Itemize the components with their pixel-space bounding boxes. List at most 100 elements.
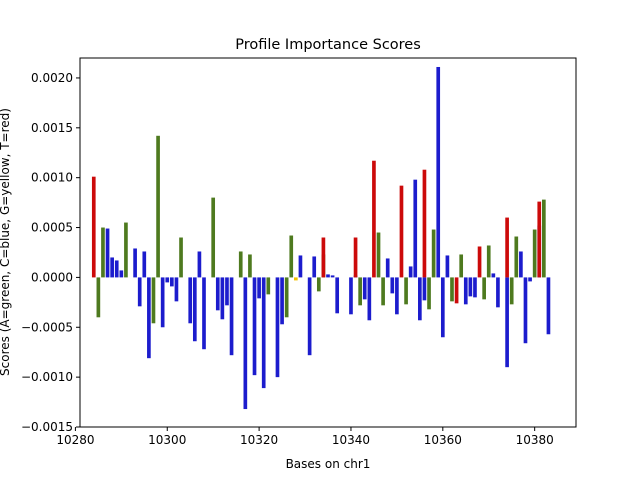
bar-C-10319 <box>252 277 257 376</box>
bar-C-10296 <box>147 277 151 359</box>
bar-C-10359 <box>436 66 441 278</box>
bar-A-10346 <box>376 232 381 278</box>
y-tick-label-2: −0.0005 <box>21 320 73 334</box>
bar-A-10285 <box>96 277 101 318</box>
bar-C-10348 <box>385 258 390 278</box>
bar-C-10365 <box>463 277 468 305</box>
bar-C-10308 <box>202 277 206 350</box>
bar-A-10347 <box>381 277 385 306</box>
bar-C-10377 <box>519 251 523 278</box>
bar-C-10288 <box>110 257 114 278</box>
bar-A-10352 <box>404 277 408 305</box>
x-axis: 10280 10300 10320 10340 10360 10380 <box>56 427 554 447</box>
bar-C-10340 <box>349 277 353 315</box>
bar-C-10306 <box>192 277 197 342</box>
bar-C-10287 <box>105 228 110 278</box>
bar-T-10334 <box>321 237 326 278</box>
bar-A-10291 <box>124 222 128 278</box>
y-tick-label-0: −0.0015 <box>21 420 73 434</box>
bar-C-10332 <box>312 256 317 278</box>
bar-C-10313 <box>225 277 229 306</box>
bar-C-10355 <box>418 277 422 321</box>
bar-C-10300 <box>165 277 170 283</box>
bar-C-10294 <box>137 277 142 307</box>
bar-T-10374 <box>505 217 509 278</box>
bar-T-10356 <box>422 169 427 278</box>
bar-C-10299 <box>160 277 165 328</box>
bar-A-10333 <box>316 277 321 292</box>
x-tick-label-10340: 10340 <box>332 433 370 447</box>
bar-C-10372 <box>496 277 500 308</box>
x-tick-label-10280: 10280 <box>56 433 94 447</box>
bar-C-10295 <box>142 251 147 278</box>
bar-A-10298 <box>156 135 160 278</box>
bar-T-10284 <box>91 176 96 278</box>
bar-T-10368 <box>477 246 482 278</box>
bar-A-10369 <box>482 277 486 300</box>
bar-T-10345 <box>372 160 376 278</box>
bars-group <box>91 66 551 410</box>
bar-A-10310 <box>211 197 216 278</box>
bar-A-10316 <box>238 251 243 278</box>
y-tick-label-1: −0.0010 <box>21 370 73 384</box>
bar-A-10297 <box>151 277 156 324</box>
bar-C-10290 <box>119 270 124 278</box>
bar-C-10289 <box>114 260 119 278</box>
bar-A-10364 <box>459 254 464 278</box>
bar-C-10293 <box>133 248 137 278</box>
bar-A-10327 <box>289 235 294 278</box>
bar-A-10358 <box>431 229 436 278</box>
bar-C-10311 <box>215 277 220 311</box>
bar-C-10383 <box>546 277 551 335</box>
bar-C-10317 <box>243 277 248 410</box>
plot-frame <box>79 57 577 428</box>
bar-C-10336 <box>330 275 335 278</box>
bar-C-10337 <box>335 277 340 314</box>
x-axis-title: Bases on chr1 <box>286 457 371 471</box>
bar-C-10343 <box>362 277 367 300</box>
bar-C-10344 <box>367 277 372 321</box>
x-tick-label-10380: 10380 <box>516 433 554 447</box>
bar-C-10350 <box>395 277 399 315</box>
bar-A-10370 <box>486 245 491 278</box>
bar-A-10380 <box>532 229 537 278</box>
bar-C-10378 <box>523 277 528 344</box>
bar-C-10361 <box>445 255 450 278</box>
y-tick-label-3: 0.0000 <box>31 270 73 284</box>
bar-A-10362 <box>450 277 454 302</box>
bar-C-10302 <box>174 277 179 302</box>
chart-title: Profile Importance Scores <box>235 37 421 53</box>
y-tick-label-7: 0.0020 <box>31 71 73 85</box>
y-tick-label-6: 0.0015 <box>31 121 73 135</box>
bar-C-10320 <box>257 277 261 299</box>
bar-C-10371 <box>491 273 496 278</box>
bar-C-10331 <box>307 277 312 356</box>
bar-A-10342 <box>358 277 362 306</box>
bar-C-10379 <box>528 277 532 282</box>
bar-C-10329 <box>298 255 303 278</box>
bar-A-10286 <box>101 227 105 278</box>
bar-C-10325 <box>280 277 284 325</box>
bar-C-10335 <box>326 274 330 278</box>
bar-C-10354 <box>413 179 418 278</box>
bar-C-10353 <box>408 266 413 278</box>
y-axis: −0.0015 −0.0010 −0.0005 0.0000 0.0005 0.0010 0… <box>21 71 80 434</box>
y-tick-label-4: 0.0005 <box>31 221 73 235</box>
x-tick-label-10360: 10360 <box>424 433 462 447</box>
bar-G-10328 <box>294 277 298 281</box>
bar-A-10376 <box>514 236 519 278</box>
bar-C-10321 <box>261 277 266 389</box>
bar-A-10322 <box>266 277 271 295</box>
bar-A-10357 <box>427 277 431 310</box>
bar-T-10363 <box>454 277 459 304</box>
x-tick-label-10300: 10300 <box>148 433 186 447</box>
y-tick-label-5: 0.0010 <box>31 171 73 185</box>
bar-T-10381 <box>537 201 542 278</box>
bar-C-10374 <box>505 277 509 368</box>
bar-C-10312 <box>220 277 225 320</box>
bar-T-10351 <box>399 185 404 278</box>
bar-C-10356 <box>422 277 427 301</box>
bar-C-10324 <box>275 277 280 378</box>
bar-A-10375 <box>509 277 514 305</box>
